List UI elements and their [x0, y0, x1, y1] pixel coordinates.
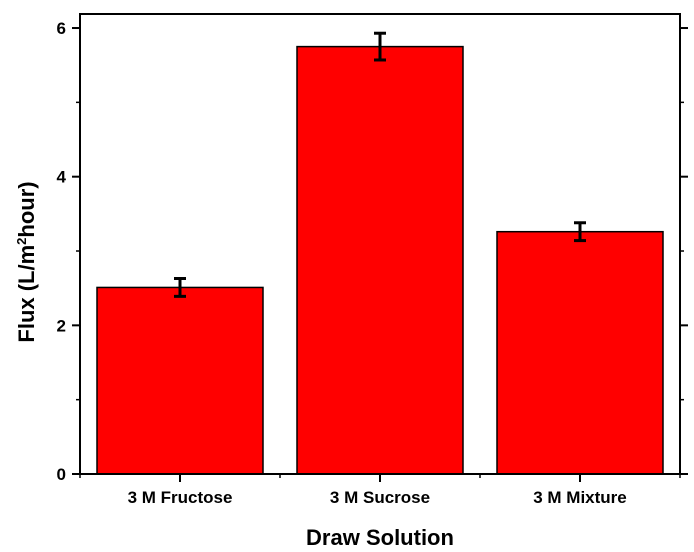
x-tick-label: 3 M Sucrose — [330, 488, 430, 507]
y-axis-label: Flux (L/m2hour) — [14, 181, 39, 342]
bar-2 — [296, 45, 464, 475]
y-tick-label: 2 — [57, 316, 66, 335]
y-tick-label: 6 — [57, 19, 66, 38]
y-axis-ticks: 0 2 4 6 — [57, 19, 688, 484]
y-tick-label: 0 — [57, 465, 66, 484]
x-axis-label: Draw Solution — [306, 525, 454, 547]
x-tick-label: 3 M Fructose — [128, 488, 233, 507]
x-axis-ticks: 3 M Fructose 3 M Sucrose 3 M Mixture — [79, 474, 681, 507]
error-bars-group — [174, 31, 586, 298]
y-axis-label-superscript: 2 — [14, 238, 29, 245]
error-bar-2 — [374, 31, 386, 62]
bar-3 — [496, 230, 664, 475]
x-tick-label: 3 M Mixture — [533, 488, 627, 507]
bars-group — [96, 45, 664, 475]
error-bar-3 — [574, 221, 586, 243]
bar-1 — [96, 286, 264, 475]
y-axis-label-tail: hour) — [14, 181, 39, 237]
error-bar-1 — [174, 277, 186, 298]
y-tick-label: 4 — [57, 168, 67, 187]
y-axis-label-main: Flux (L/m — [14, 245, 39, 343]
